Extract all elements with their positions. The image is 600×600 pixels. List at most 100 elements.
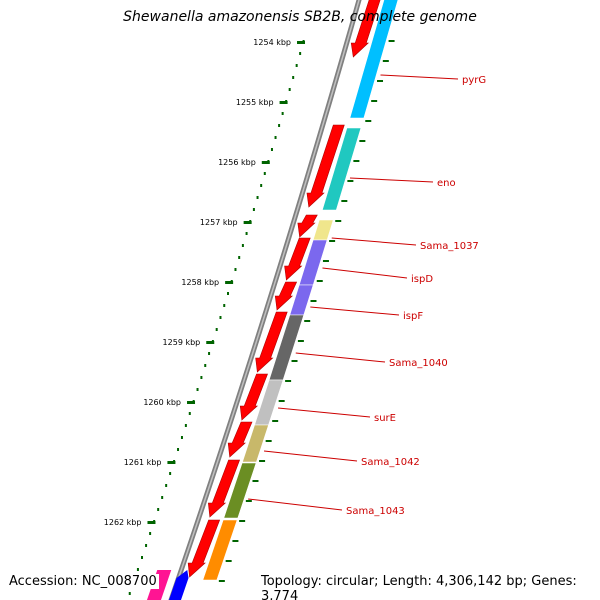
gene-bar[interactable] <box>223 462 257 519</box>
right-tick <box>322 260 329 262</box>
ruler-dot <box>177 448 180 451</box>
right-tick <box>239 520 246 522</box>
gene-label[interactable]: ispD <box>411 274 433 285</box>
ruler-dot <box>299 52 302 55</box>
right-tick <box>341 200 348 202</box>
right-tick <box>225 560 232 562</box>
ruler-dot <box>200 376 203 379</box>
gene-leader-line <box>263 450 358 462</box>
gene-bar-blue[interactable] <box>162 570 189 600</box>
gene-bar[interactable] <box>202 519 238 581</box>
kbp-tick <box>225 281 234 284</box>
right-tick <box>278 400 285 402</box>
ruler-dot <box>169 472 172 475</box>
cds-arrow[interactable] <box>187 519 221 578</box>
kbp-tick-label: 1255 kbp <box>236 98 274 107</box>
gene-bar[interactable] <box>312 219 334 241</box>
kbp-tick-label: 1256 kbp <box>218 158 256 167</box>
right-tick <box>359 140 366 142</box>
ruler-dot <box>241 244 244 247</box>
kbp-tick-label: 1258 kbp <box>181 278 219 287</box>
gene-label[interactable]: ispF <box>403 311 423 322</box>
gene-bar[interactable] <box>242 424 269 463</box>
ruler-dot <box>245 232 248 235</box>
gene-label[interactable]: Sama_1037 <box>420 241 479 252</box>
topology-text: Topology: circular; Length: 4,306,142 bp… <box>259 574 600 600</box>
ruler-dot <box>270 148 273 151</box>
gene-label[interactable]: surE <box>374 413 396 424</box>
cds-arrow[interactable] <box>306 124 345 208</box>
gene-label[interactable]: Sama_1043 <box>346 506 405 517</box>
gene-label[interactable]: eno <box>437 178 456 189</box>
kbp-tick <box>243 221 252 224</box>
cds-arrow[interactable] <box>255 311 288 373</box>
cds-arrow[interactable] <box>227 421 253 458</box>
kbp-tick-label: 1262 kbp <box>104 518 142 527</box>
genome-backbone <box>168 0 362 600</box>
gene-label[interactable]: Sama_1042 <box>361 457 420 468</box>
kbp-tick-label: 1260 kbp <box>143 398 181 407</box>
right-tick <box>382 60 389 62</box>
ruler-dot <box>227 292 230 295</box>
right-tick <box>218 580 225 582</box>
right-tick <box>272 420 279 422</box>
cds-arrow[interactable] <box>297 214 318 238</box>
gene-label[interactable]: Sama_1040 <box>389 358 448 369</box>
cds-arrow[interactable] <box>274 281 298 311</box>
gene-bar-pink[interactable] <box>140 570 172 600</box>
kbp-tick-label: 1257 kbp <box>200 218 238 227</box>
cds-arrow[interactable] <box>350 0 383 58</box>
gene-leader-line <box>295 352 386 363</box>
right-tick <box>304 320 311 322</box>
right-tick <box>310 300 317 302</box>
ruler-dot <box>219 316 222 319</box>
ruler-dot <box>165 484 168 487</box>
gene-leader-line <box>310 306 400 316</box>
cds-arrow[interactable] <box>284 237 311 281</box>
ruler-dot <box>141 556 144 559</box>
kbp-tick <box>147 521 156 524</box>
tick-ruler: 1254 kbp 1255 kbp 1256 kbp 1257 kbp 1258 kbp… <box>83 38 395 595</box>
backbone-highlight <box>170 0 360 600</box>
right-tick <box>329 240 336 242</box>
gene-label[interactable]: pyrG <box>462 75 486 86</box>
gene-leader-line <box>322 267 408 279</box>
right-tick <box>316 280 323 282</box>
kbp-tick <box>206 341 215 344</box>
cog-track <box>140 0 401 600</box>
ruler-dot <box>161 496 164 499</box>
ruler-dot <box>128 592 131 595</box>
right-tick <box>347 180 354 182</box>
right-tick <box>285 380 292 382</box>
right-tick <box>353 160 360 162</box>
cds-arrow[interactable] <box>239 373 268 421</box>
ruler-dot <box>184 424 187 427</box>
ruler-dot <box>263 172 266 175</box>
ruler-dot <box>223 304 226 307</box>
ruler-dot <box>234 268 237 271</box>
kbp-tick-label: 1261 kbp <box>124 458 162 467</box>
kbp-tick <box>279 101 288 104</box>
right-tick <box>252 480 259 482</box>
gene-leader-line <box>248 498 343 511</box>
ruler-dot <box>215 328 218 331</box>
ruler-dot <box>208 352 211 355</box>
ruler-dot <box>149 532 152 535</box>
right-tick <box>265 440 272 442</box>
right-tick <box>335 220 342 222</box>
gene-bar[interactable] <box>321 127 362 211</box>
ruler-dot <box>188 412 191 415</box>
right-tick <box>388 40 395 42</box>
map-title: Shewanella amazonensis SB2B, complete ge… <box>123 9 477 25</box>
gene-bar[interactable] <box>349 0 401 119</box>
right-tick <box>232 540 239 542</box>
right-tick <box>297 340 304 342</box>
gene-leader-line <box>349 177 434 183</box>
ruler-dot <box>260 184 263 187</box>
right-tick <box>377 80 384 82</box>
cds-arrow[interactable] <box>207 459 241 518</box>
ruler-dot <box>136 568 139 571</box>
right-tick <box>371 100 378 102</box>
